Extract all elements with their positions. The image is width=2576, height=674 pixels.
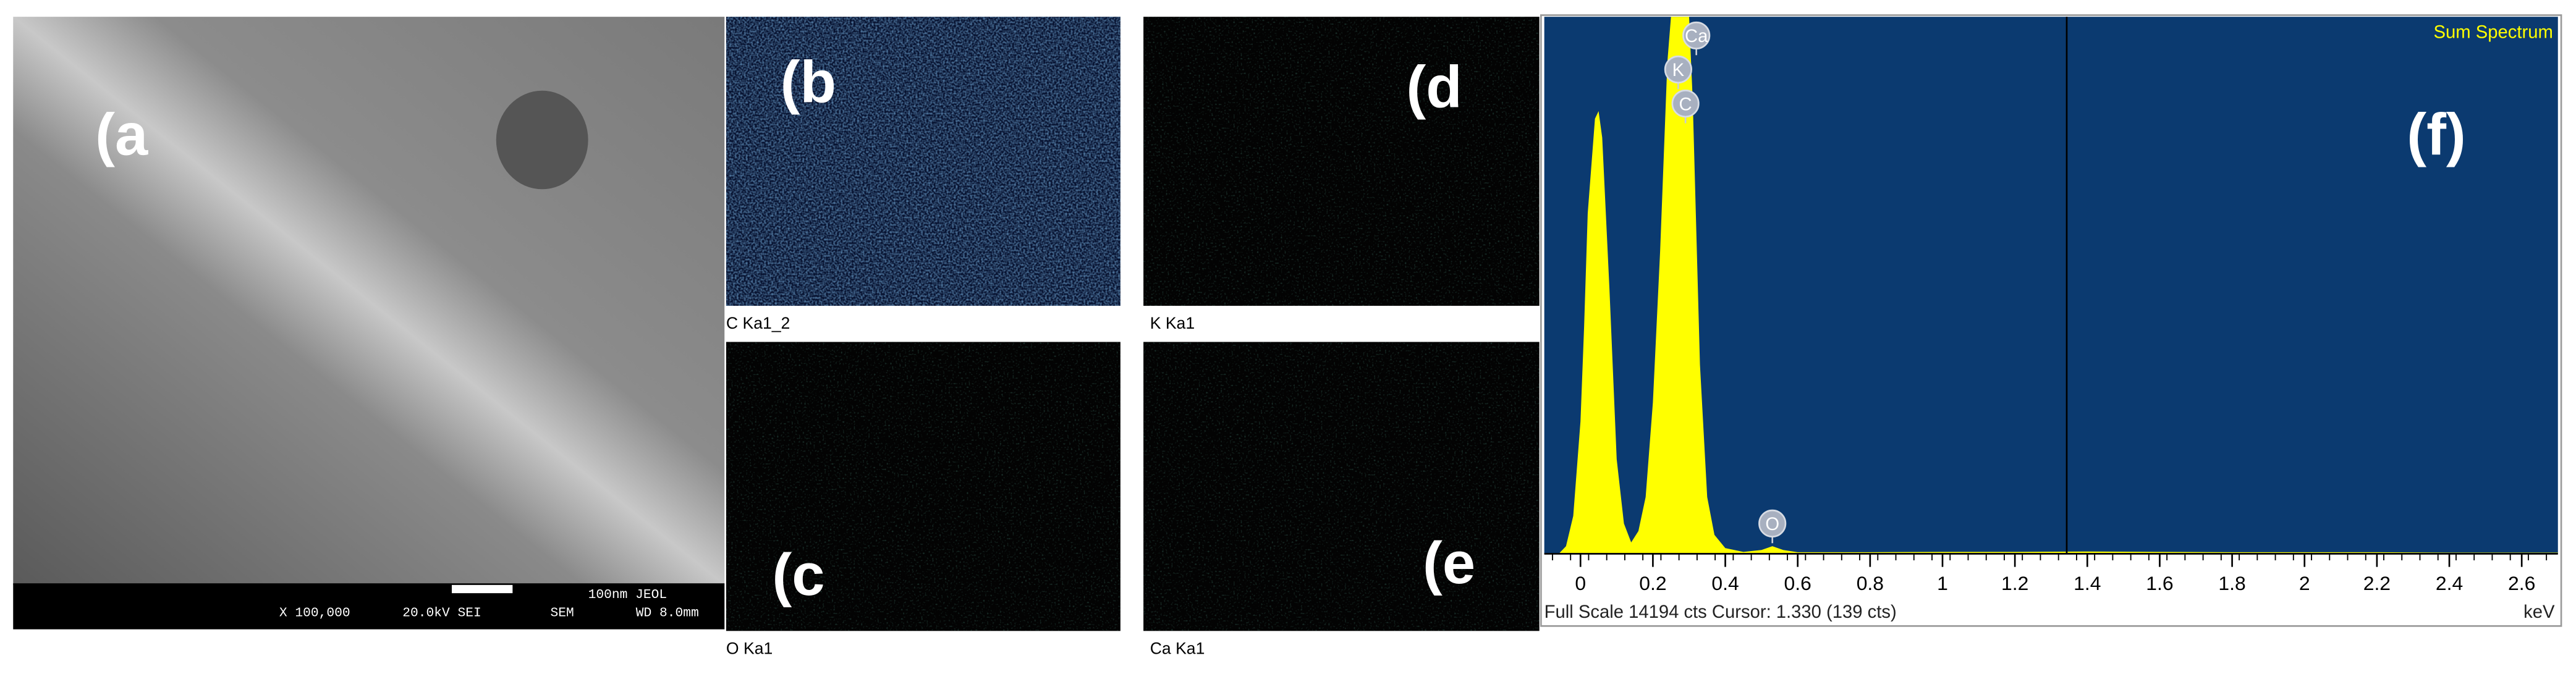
x-tick-label: 1.8 [2218,572,2245,594]
sem-image [13,17,725,585]
x-tick-label: 2.4 [2436,572,2463,594]
annotation-label: C [1679,95,1692,114]
panel-label: (e [1423,530,1475,596]
sem-info-bar [13,583,725,630]
spectrum-area [1559,17,2558,554]
map-caption: Ca Ka1 [1150,639,1205,658]
magnification: X 100,000 [279,605,350,620]
chart-title: Sum Spectrum [2434,23,2553,43]
annotation-marker [1682,21,1711,50]
panel-label: (c [772,542,824,608]
map-caption: K Ka1 [1150,314,1195,332]
x-tick-label: 2.2 [2363,572,2391,594]
voltage: 20.0kV SEI [402,605,481,620]
map-e-noise [1143,342,1540,631]
annotation-label: O [1765,515,1779,534]
x-tick-label: 1.6 [2146,572,2173,594]
spectrum-footer: Full Scale 14194 cts Cursor: 1.330 (139 … [1544,602,1897,622]
x-tick-label: 0.2 [1639,572,1666,594]
annotation-marker [1664,55,1692,84]
x-tick-label: 0.8 [1857,572,1884,594]
map-d-noise [1143,17,1540,306]
x-tick-label: 1.4 [2074,572,2101,594]
scale-text: 100nm JEOL [588,588,667,602]
scale-bar [451,584,513,594]
annotation-label: Ca [1685,27,1708,46]
map-panels: (b C Ka1_2 (c O Ka1 (d K Ka1 (e Ca Ka1 [726,17,1540,658]
panel-label: (d [1406,54,1462,120]
x-tick-label: 0.4 [1711,572,1739,594]
annotation-marker [1671,90,1700,118]
panel-label: (f) [2407,101,2466,167]
working-distance: WD 8.0mm [636,605,699,620]
x-tick-label: 0.6 [1784,572,1811,594]
map-caption: C Ka1_2 [726,314,790,332]
annotation-marker [1758,509,1787,537]
sem-panel: 100nm JEOL X 100,000 20.0kV SEI SEM WD 8… [13,17,725,630]
x-tick-label: 0 [1575,572,1586,594]
sem-feature [496,90,588,190]
panel-label: (a [95,101,148,167]
annotation-label: K [1672,61,1685,80]
panel-label: (b [781,49,836,115]
map-caption: O Ka1 [726,639,773,658]
x-tick-label: 2 [2299,572,2310,594]
x-tick-label: 1.2 [2001,572,2028,594]
x-axis-label: keV [2523,602,2555,622]
map-b-noise [726,17,1121,306]
map-c-noise [726,342,1121,631]
mode: SEM [550,605,574,620]
x-tick-label: 1 [1937,572,1948,594]
plot-background [1544,17,2558,554]
x-tick-label: 2.6 [2508,572,2535,594]
